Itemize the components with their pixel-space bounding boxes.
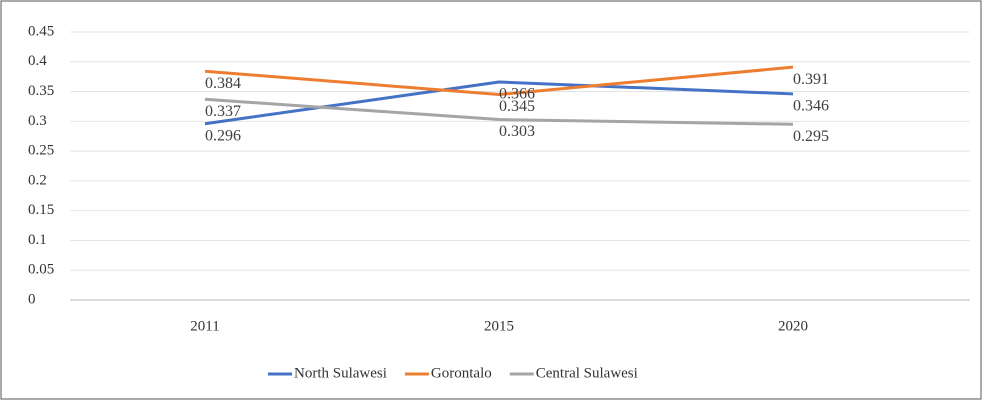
data-label: 0.391 [793,71,829,88]
data-label: 0.295 [793,128,829,145]
series-line [204,80,794,126]
x-tick-label: 2011 [190,318,219,334]
series-line [204,97,794,126]
y-tick-label: 0.1 [28,232,47,248]
x-tick-label: 2020 [778,318,808,334]
data-label: 0.296 [205,127,241,144]
series-line [204,65,794,97]
data-label: 0.303 [499,123,535,140]
data-label: 0.346 [793,98,829,115]
y-tick-label: 0.35 [28,83,54,99]
y-tick-label: 0.45 [28,23,54,39]
legend-label: Central Sulawesi [536,365,638,381]
y-tick-label: 0 [28,291,36,307]
y-tick-label: 0.3 [28,113,47,129]
y-tick-label: 0.25 [28,143,54,159]
data-label: 0.384 [205,75,241,92]
data-label: 0.345 [499,98,535,115]
legend-label: North Sulawesi [294,365,387,381]
y-tick-label: 0.05 [28,262,54,278]
x-tick-label: 2015 [484,318,514,334]
y-tick-label: 0.2 [28,172,47,188]
y-tick-label: 0.15 [28,202,54,218]
data-label: 0.366 [499,86,535,103]
legend-label: Gorontalo [431,365,492,381]
data-label: 0.337 [205,103,241,120]
y-tick-label: 0.4 [28,53,47,69]
